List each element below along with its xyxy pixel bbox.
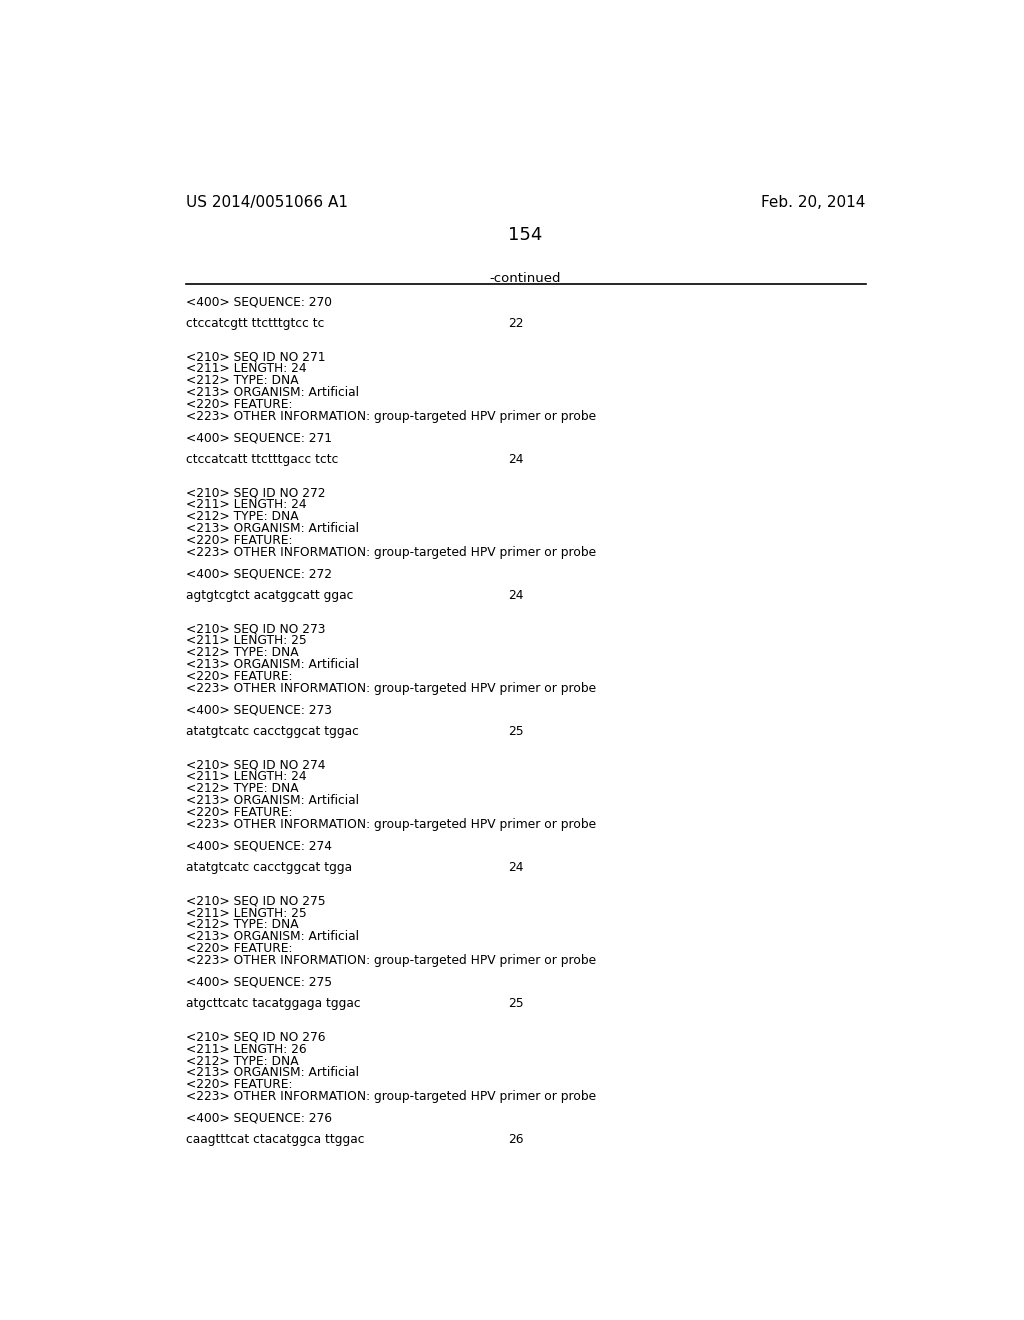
Text: <400> SEQUENCE: 275: <400> SEQUENCE: 275 <box>186 975 332 989</box>
Text: <223> OTHER INFORMATION: group-targeted HPV primer or probe: <223> OTHER INFORMATION: group-targeted … <box>186 954 596 968</box>
Text: <213> ORGANISM: Artificial: <213> ORGANISM: Artificial <box>186 795 359 808</box>
Text: <210> SEQ ID NO 274: <210> SEQ ID NO 274 <box>186 759 326 771</box>
Text: 26: 26 <box>508 1134 523 1146</box>
Text: <211> LENGTH: 25: <211> LENGTH: 25 <box>186 907 307 920</box>
Text: <210> SEQ ID NO 271: <210> SEQ ID NO 271 <box>186 350 326 363</box>
Text: atgcttcatc tacatggaga tggac: atgcttcatc tacatggaga tggac <box>186 997 360 1010</box>
Text: <223> OTHER INFORMATION: group-targeted HPV primer or probe: <223> OTHER INFORMATION: group-targeted … <box>186 411 596 422</box>
Text: ctccatcatt ttctttgacc tctc: ctccatcatt ttctttgacc tctc <box>186 453 339 466</box>
Text: <220> FEATURE:: <220> FEATURE: <box>186 399 293 411</box>
Text: <211> LENGTH: 25: <211> LENGTH: 25 <box>186 635 307 647</box>
Text: <220> FEATURE:: <220> FEATURE: <box>186 807 293 820</box>
Text: <400> SEQUENCE: 271: <400> SEQUENCE: 271 <box>186 432 332 445</box>
Text: <212> TYPE: DNA: <212> TYPE: DNA <box>186 783 299 796</box>
Text: <220> FEATURE:: <220> FEATURE: <box>186 535 293 548</box>
Text: 24: 24 <box>508 861 523 874</box>
Text: 22: 22 <box>508 317 523 330</box>
Text: <400> SEQUENCE: 273: <400> SEQUENCE: 273 <box>186 704 332 717</box>
Text: <210> SEQ ID NO 276: <210> SEQ ID NO 276 <box>186 1031 326 1044</box>
Text: <220> FEATURE:: <220> FEATURE: <box>186 942 293 956</box>
Text: <211> LENGTH: 24: <211> LENGTH: 24 <box>186 362 307 375</box>
Text: <400> SEQUENCE: 270: <400> SEQUENCE: 270 <box>186 296 332 309</box>
Text: <223> OTHER INFORMATION: group-targeted HPV primer or probe: <223> OTHER INFORMATION: group-targeted … <box>186 818 596 832</box>
Text: 154: 154 <box>508 226 542 244</box>
Text: <210> SEQ ID NO 272: <210> SEQ ID NO 272 <box>186 487 326 499</box>
Text: Feb. 20, 2014: Feb. 20, 2014 <box>762 194 866 210</box>
Text: atatgtcatc cacctggcat tgga: atatgtcatc cacctggcat tgga <box>186 861 352 874</box>
Text: <212> TYPE: DNA: <212> TYPE: DNA <box>186 919 299 932</box>
Text: <210> SEQ ID NO 273: <210> SEQ ID NO 273 <box>186 623 326 635</box>
Text: <213> ORGANISM: Artificial: <213> ORGANISM: Artificial <box>186 387 359 399</box>
Text: caagtttcat ctacatggca ttggac: caagtttcat ctacatggca ttggac <box>186 1134 365 1146</box>
Text: <212> TYPE: DNA: <212> TYPE: DNA <box>186 647 299 660</box>
Text: -continued: -continued <box>489 272 560 285</box>
Text: <210> SEQ ID NO 275: <210> SEQ ID NO 275 <box>186 895 326 908</box>
Text: <223> OTHER INFORMATION: group-targeted HPV primer or probe: <223> OTHER INFORMATION: group-targeted … <box>186 1090 596 1104</box>
Text: 24: 24 <box>508 453 523 466</box>
Text: <211> LENGTH: 26: <211> LENGTH: 26 <box>186 1043 307 1056</box>
Text: <212> TYPE: DNA: <212> TYPE: DNA <box>186 375 299 387</box>
Text: <211> LENGTH: 24: <211> LENGTH: 24 <box>186 499 307 511</box>
Text: <400> SEQUENCE: 274: <400> SEQUENCE: 274 <box>186 840 332 853</box>
Text: 25: 25 <box>508 725 523 738</box>
Text: <400> SEQUENCE: 272: <400> SEQUENCE: 272 <box>186 568 332 581</box>
Text: US 2014/0051066 A1: US 2014/0051066 A1 <box>186 194 348 210</box>
Text: agtgtcgtct acatggcatt ggac: agtgtcgtct acatggcatt ggac <box>186 589 353 602</box>
Text: <212> TYPE: DNA: <212> TYPE: DNA <box>186 1055 299 1068</box>
Text: <213> ORGANISM: Artificial: <213> ORGANISM: Artificial <box>186 931 359 944</box>
Text: <213> ORGANISM: Artificial: <213> ORGANISM: Artificial <box>186 1067 359 1080</box>
Text: 25: 25 <box>508 997 523 1010</box>
Text: <223> OTHER INFORMATION: group-targeted HPV primer or probe: <223> OTHER INFORMATION: group-targeted … <box>186 546 596 560</box>
Text: <220> FEATURE:: <220> FEATURE: <box>186 1078 293 1092</box>
Text: <211> LENGTH: 24: <211> LENGTH: 24 <box>186 771 307 784</box>
Text: ctccatcgtt ttctttgtcc tc: ctccatcgtt ttctttgtcc tc <box>186 317 325 330</box>
Text: <223> OTHER INFORMATION: group-targeted HPV primer or probe: <223> OTHER INFORMATION: group-targeted … <box>186 682 596 696</box>
Text: <400> SEQUENCE: 276: <400> SEQUENCE: 276 <box>186 1111 332 1125</box>
Text: <213> ORGANISM: Artificial: <213> ORGANISM: Artificial <box>186 523 359 535</box>
Text: atatgtcatc cacctggcat tggac: atatgtcatc cacctggcat tggac <box>186 725 359 738</box>
Text: <212> TYPE: DNA: <212> TYPE: DNA <box>186 511 299 523</box>
Text: <213> ORGANISM: Artificial: <213> ORGANISM: Artificial <box>186 659 359 672</box>
Text: <220> FEATURE:: <220> FEATURE: <box>186 671 293 684</box>
Text: 24: 24 <box>508 589 523 602</box>
